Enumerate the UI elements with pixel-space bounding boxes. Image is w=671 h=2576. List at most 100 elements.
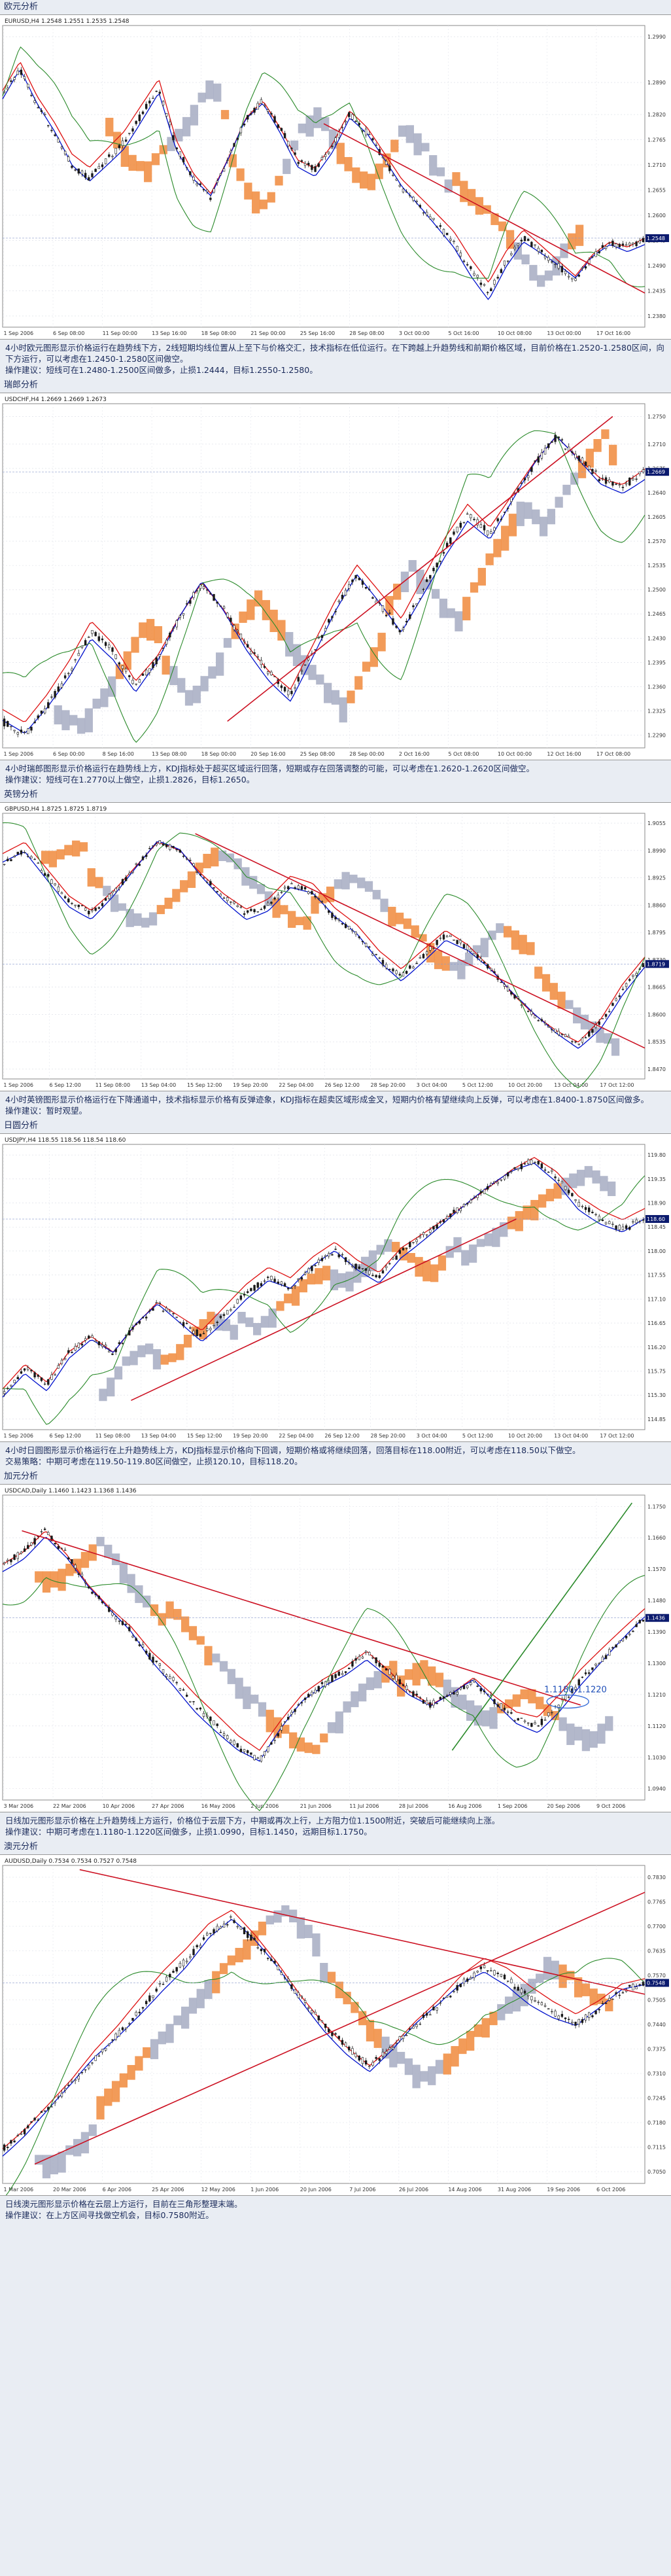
candle-body <box>348 584 351 589</box>
usdjpy-chart: 119.80119.35118.90118.45118.00117.55117.… <box>2 1137 669 1439</box>
y-tick-label: 115.75 <box>647 1368 666 1374</box>
candle-body <box>189 171 192 175</box>
ichimoku-cloud-segment <box>303 916 311 930</box>
candle-body <box>111 891 114 893</box>
candle-body <box>361 580 364 585</box>
ichimoku-cloud-segment <box>296 1917 305 1939</box>
x-tick-label: 18 Sep 00:00 <box>201 751 236 757</box>
price-badge <box>645 234 669 242</box>
candle-body <box>591 468 594 474</box>
ichimoku-cloud-segment <box>368 1250 377 1272</box>
candle-body <box>392 618 394 625</box>
ichimoku-cloud-segment <box>366 2020 375 2042</box>
chart-panel: 1.27501.27101.26751.26401.26051.25701.25… <box>0 393 671 760</box>
ichimoku-cloud-segment <box>61 710 70 731</box>
candle-body <box>287 141 290 147</box>
ichimoku-cloud-segment <box>50 2155 58 2175</box>
candle-body <box>486 292 489 293</box>
candle-body <box>270 1958 273 1962</box>
candle-body <box>16 70 19 75</box>
ichimoku-cloud-segment <box>420 2071 428 2082</box>
candle-body <box>337 919 340 921</box>
x-tick-label: 10 Oct 08:00 <box>498 330 532 336</box>
candle-body <box>101 903 104 906</box>
ichimoku-cloud-segment <box>154 626 163 644</box>
candle-body <box>337 1254 340 1258</box>
ichimoku-cloud-segment <box>184 690 194 706</box>
ichimoku-cloud-segment <box>458 2038 467 2055</box>
candle-body <box>337 132 340 138</box>
ichimoku-cloud-segment <box>536 1697 544 1710</box>
ichimoku-cloud-segment <box>480 938 489 957</box>
ichimoku-cloud-segment <box>188 1998 198 2014</box>
ichimoku-cloud-segment <box>107 1377 115 1397</box>
candle-body <box>13 730 16 732</box>
y-tick-label: 1.2290 <box>647 733 666 739</box>
candle-body <box>273 1960 276 1964</box>
ichimoku-cloud-segment <box>467 188 476 206</box>
ichimoku-cloud-segment <box>223 638 232 648</box>
ichimoku-cloud-segment <box>50 1571 58 1588</box>
candle-body <box>415 200 418 202</box>
ichimoku-cloud-segment <box>288 1732 298 1749</box>
candle-body <box>148 668 151 673</box>
candle-body <box>449 1213 452 1218</box>
x-tick-label: 28 Sep 20:00 <box>371 1433 405 1439</box>
candle-body <box>574 278 577 281</box>
candle-body <box>192 1330 195 1334</box>
candle-body <box>503 984 506 987</box>
candle-body <box>584 461 587 466</box>
y-tick-label: 1.9055 <box>647 820 666 826</box>
candle-body <box>456 1691 458 1695</box>
candle-body <box>594 251 597 257</box>
ichimoku-cloud-segment <box>511 930 520 950</box>
candle-body <box>290 1712 293 1715</box>
candle-body <box>57 138 60 143</box>
candle-body <box>155 90 158 92</box>
candle-body <box>179 849 182 853</box>
candle-body <box>398 629 401 633</box>
candle-body <box>334 1248 337 1250</box>
candle-body <box>517 1718 519 1721</box>
candle-body <box>294 1708 296 1712</box>
candle-body <box>375 1657 377 1664</box>
candle-body <box>84 908 87 911</box>
candle-body <box>459 940 462 944</box>
ichimoku-cloud-segment <box>165 2024 174 2043</box>
ichimoku-cloud-segment <box>322 1265 331 1280</box>
candle-body <box>493 1699 496 1704</box>
x-tick-label: 20 Sep 16:00 <box>250 751 285 757</box>
candle-body <box>199 874 202 875</box>
candle-body <box>584 1672 587 1674</box>
candle-body <box>422 1232 425 1235</box>
section-eur: 欧元分析 1.2990 1.2890 1.2820 1.2765 1.2710 1.265… <box>0 0 671 378</box>
ichimoku-cloud-segment <box>457 959 466 979</box>
ichimoku-cloud-segment <box>243 1686 251 1710</box>
y-tick-label: 1.1300 <box>647 1661 666 1667</box>
ichimoku-cloud-segment <box>396 2051 405 2064</box>
candle-body <box>493 527 496 531</box>
ichimoku-cloud-segment <box>585 448 594 468</box>
candle-body <box>378 1275 381 1279</box>
candle-body <box>453 531 455 535</box>
ichimoku-cloud-segment <box>218 850 227 861</box>
candle-body <box>101 2049 104 2053</box>
candle-body <box>287 1717 290 1720</box>
candle-body <box>267 902 269 906</box>
candle-body <box>71 2081 73 2083</box>
ichimoku-cloud-segment <box>298 123 307 133</box>
candle-body <box>385 615 388 616</box>
candle-body <box>328 1253 330 1257</box>
candle-body <box>253 909 256 913</box>
candle-body <box>354 1263 357 1269</box>
ichimoku-cloud-segment <box>220 110 230 120</box>
candle-body <box>554 1029 557 1032</box>
candle-body <box>364 1268 368 1271</box>
candle-body <box>10 1385 12 1386</box>
candle-body <box>253 1937 256 1941</box>
x-tick-label: 1 Sep 2006 <box>3 1082 33 1088</box>
candle-body <box>598 2009 600 2011</box>
candle-body <box>574 1199 577 1201</box>
candle-body <box>172 135 175 141</box>
candle-body <box>436 940 438 945</box>
